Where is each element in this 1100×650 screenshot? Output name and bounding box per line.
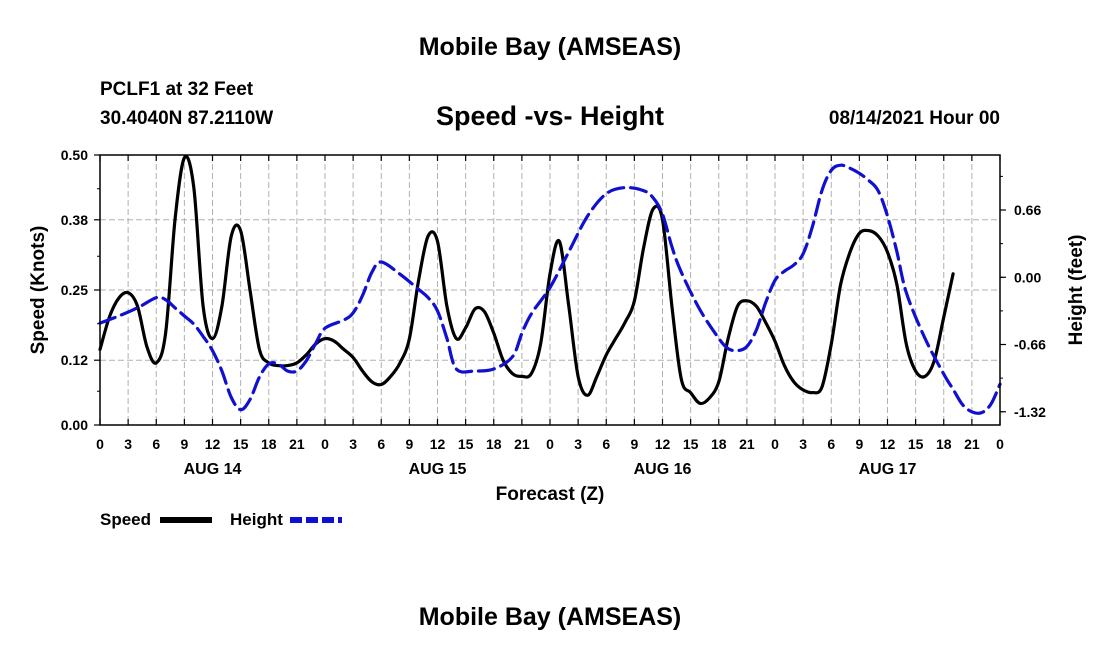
x-tick-label: 15 [233, 436, 249, 452]
y-tick-label: 0.12 [61, 352, 88, 368]
x-tick-label: 21 [964, 436, 980, 452]
x-tick-label: 6 [827, 436, 835, 452]
chart-subtitle: Speed -vs- Height [436, 101, 664, 131]
y2-tick-label: -1.32 [1014, 404, 1046, 420]
y-axis-label: Speed (Knots) [28, 226, 49, 355]
x-tick-label: 0 [321, 436, 329, 452]
legend-height-label: Height [230, 510, 283, 529]
x-tick-labels: 0 3 6 9 12 15 18 21 0 3 6 9 12 15 18 21 0 3 6 9 12 15 18 21 0 3 6 9… [96, 436, 1004, 452]
y-tick-labels: 0.00 0.12 0.25 0.38 0.50 [61, 147, 88, 433]
y2-axis-label: Height (feet) [1066, 235, 1087, 346]
x-tick-label: 21 [289, 436, 305, 452]
day-label: AUG 16 [634, 461, 692, 478]
legend-speed-label: Speed [100, 510, 151, 529]
series-layer [98, 154, 1002, 415]
x-tick-label: 0 [546, 436, 554, 452]
x-tick-label: 0 [996, 436, 1004, 452]
y-tick-label: 0.50 [61, 147, 88, 163]
x-tick-label: 12 [430, 436, 446, 452]
x-tick-label: 6 [152, 436, 160, 452]
x-tick-label: 15 [683, 436, 699, 452]
x-tick-label: 0 [96, 436, 104, 452]
x-tick-label: 3 [124, 436, 132, 452]
x-tick-label: 9 [855, 436, 863, 452]
x-tick-label: 3 [349, 436, 357, 452]
y-tick-label: 0.38 [61, 212, 88, 228]
x-tick-label: 6 [602, 436, 610, 452]
grid-lines [100, 155, 1000, 425]
speed-series-line [98, 154, 955, 406]
legend: Speed Height [100, 510, 342, 529]
y2-tick-label: -0.66 [1014, 337, 1046, 353]
x-tick-label: 15 [458, 436, 474, 452]
y2-tick-label: 0.66 [1014, 202, 1041, 218]
x-tick-label: 18 [936, 436, 952, 452]
x-tick-label: 9 [180, 436, 188, 452]
x-tick-label: 3 [574, 436, 582, 452]
x-tick-label: 3 [799, 436, 807, 452]
footer-title: Mobile Bay (AMSEAS) [419, 603, 682, 631]
x-tick-label: 21 [739, 436, 755, 452]
y-tick-label: 0.25 [61, 282, 88, 298]
height-series-line [98, 163, 1002, 415]
x-tick-label: 12 [205, 436, 221, 452]
day-label: AUG 14 [184, 461, 242, 478]
day-labels: AUG 14 AUG 15 AUG 16 AUG 17 [184, 461, 917, 478]
x-tick-label: 15 [908, 436, 924, 452]
x-tick-label: 9 [405, 436, 413, 452]
forecast-datetime: 08/14/2021 Hour 00 [829, 108, 1000, 129]
chart-main-title: Mobile Bay (AMSEAS) [419, 33, 682, 61]
y-tick-label: 0.00 [61, 417, 88, 433]
x-tick-label: 12 [880, 436, 896, 452]
axis-ticks [94, 154, 1006, 426]
y2-tick-label: 0.00 [1014, 269, 1041, 285]
day-label: AUG 15 [409, 461, 467, 478]
day-label: AUG 17 [859, 461, 917, 478]
x-tick-label: 18 [261, 436, 277, 452]
position-label: 30.4040N 87.2110W [100, 108, 273, 129]
x-tick-label: 12 [655, 436, 671, 452]
y2-tick-labels: -1.32 -0.66 0.00 0.66 [1014, 202, 1046, 420]
x-tick-label: 0 [771, 436, 779, 452]
x-tick-label: 18 [711, 436, 727, 452]
x-tick-label: 18 [486, 436, 502, 452]
x-axis-label: Forecast (Z) [496, 484, 605, 505]
x-tick-label: 9 [630, 436, 638, 452]
station-label: PCLF1 at 32 Feet [100, 79, 254, 100]
x-tick-label: 6 [377, 436, 385, 452]
x-tick-label: 21 [514, 436, 530, 452]
